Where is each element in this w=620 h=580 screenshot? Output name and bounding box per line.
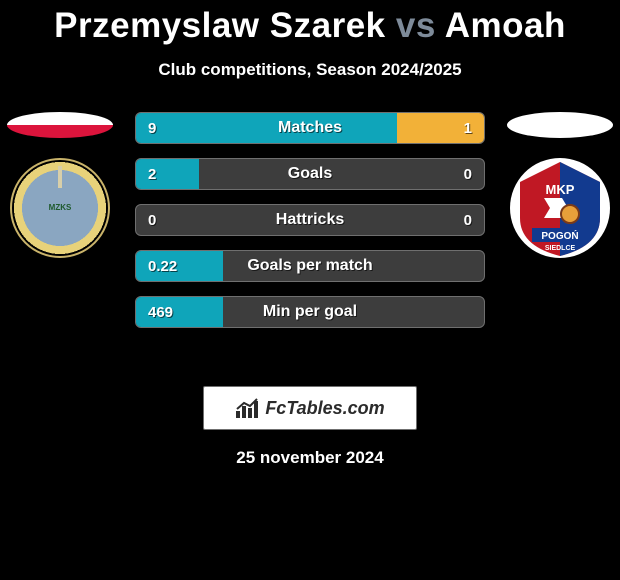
- stat-row: 9 1 Matches: [135, 112, 485, 144]
- svg-text:MKP: MKP: [546, 182, 575, 197]
- club-badge-left-text: MZKS: [49, 204, 72, 212]
- svg-text:SIEDLCE: SIEDLCE: [545, 245, 576, 252]
- country-flag-left: [7, 112, 113, 138]
- comparison-infographic: Przemyslaw Szarek vs Amoah Club competit…: [0, 0, 620, 468]
- subtitle: Club competitions, Season 2024/2025: [0, 60, 620, 80]
- country-flag-right: [507, 112, 613, 138]
- stat-label: Goals: [288, 165, 332, 183]
- stat-left-value: 469: [148, 304, 173, 321]
- stat-left-value: 0: [148, 212, 156, 229]
- club-badge-left: MZKS: [10, 158, 110, 258]
- svg-text:POGOŃ: POGOŃ: [541, 229, 578, 242]
- infographic-date: 25 november 2024: [0, 448, 620, 468]
- stat-row: 469 Min per goal: [135, 296, 485, 328]
- club-badge-right: MKP POGOŃ SIEDLCE: [510, 158, 610, 258]
- brand-badge: FcTables.com: [203, 386, 417, 430]
- compare-area: MZKS MKP POGOŃ SIEDLCE 91Matches20Goa: [0, 112, 620, 372]
- stat-right-value: 1: [464, 120, 472, 137]
- club-badge-right-svg: MKP POGOŃ SIEDLCE: [510, 158, 610, 258]
- stat-right-value: 0: [464, 166, 472, 183]
- stat-left-fill: [136, 159, 199, 189]
- stat-left-value: 9: [148, 120, 156, 137]
- right-side: MKP POGOŃ SIEDLCE: [500, 112, 620, 258]
- stat-bars: 9 1 Matches 2 0 Goals 0 0 Hattricks 0.22 Goals per…: [135, 112, 485, 328]
- stat-label: Hattricks: [276, 211, 344, 229]
- stat-row: 0 0 Hattricks: [135, 204, 485, 236]
- stat-left-value: 0.22: [148, 258, 177, 275]
- stat-right-value: 0: [464, 212, 472, 229]
- vs-separator: vs: [396, 6, 436, 45]
- stat-left-fill: [136, 113, 397, 143]
- page-title: Przemyslaw Szarek vs Amoah: [0, 6, 620, 46]
- stat-row: 2 0 Goals: [135, 158, 485, 190]
- player1-name: Przemyslaw Szarek: [54, 6, 385, 45]
- stat-left-value: 2: [148, 166, 156, 183]
- stat-row: 0.22 Goals per match: [135, 250, 485, 282]
- player2-name: Amoah: [445, 6, 566, 45]
- brand-chart-icon: [235, 397, 261, 419]
- stat-label: Min per goal: [263, 303, 357, 321]
- brand-text: FcTables.com: [265, 398, 384, 419]
- stat-label: Matches: [278, 119, 342, 137]
- stat-label: Goals per match: [247, 257, 372, 275]
- left-side: MZKS: [0, 112, 120, 258]
